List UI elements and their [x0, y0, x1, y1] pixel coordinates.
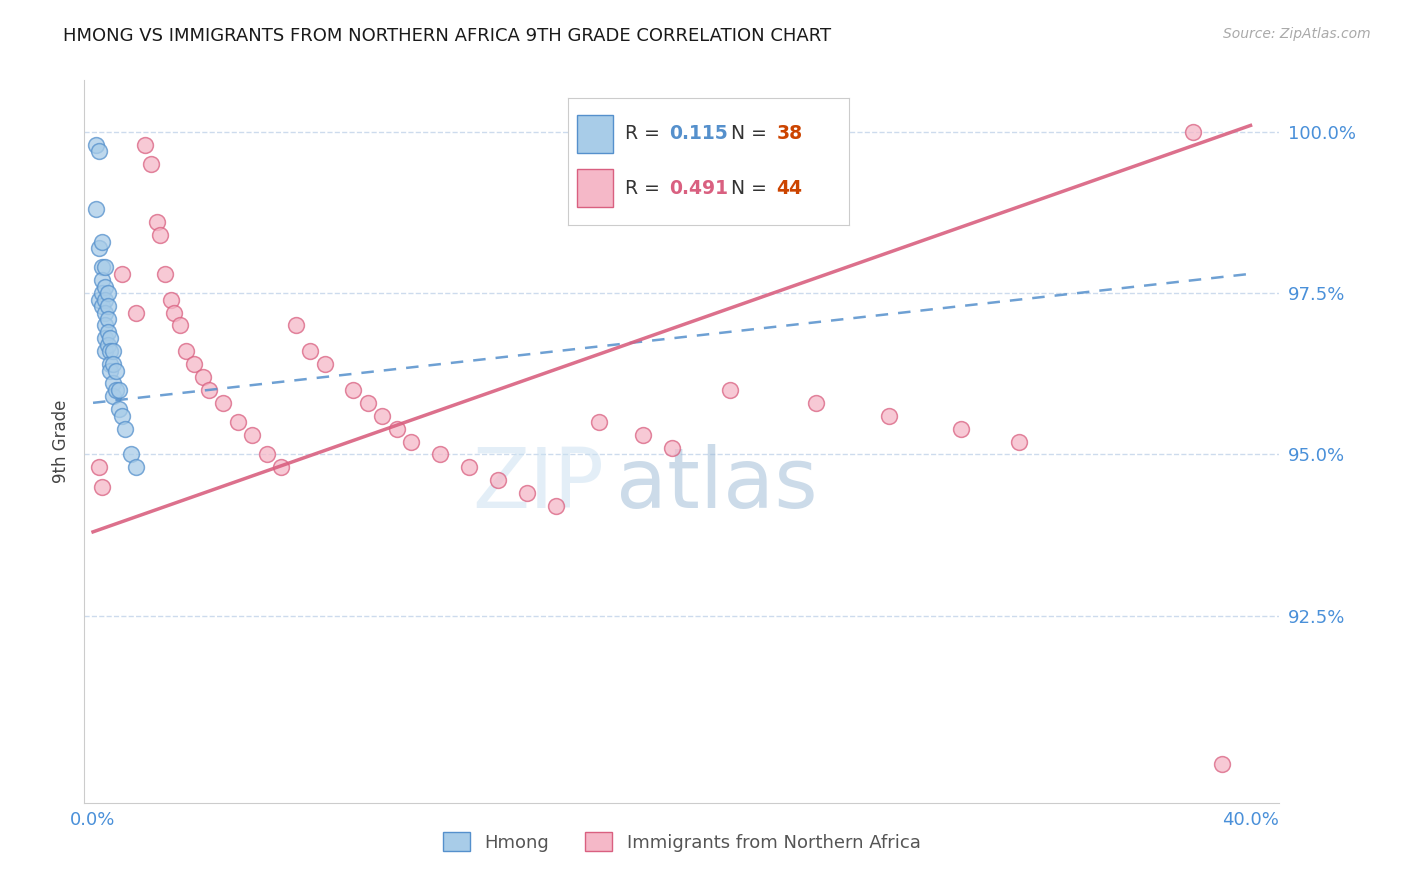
Point: [93, 260, 115, 275]
Point: [103, 376, 125, 391]
Point: [212, 396, 235, 410]
Point: [87, 293, 110, 307]
Point: [96, 325, 118, 339]
Point: [270, 460, 292, 475]
Point: [108, 402, 131, 417]
Point: [145, 215, 167, 229]
Point: [125, 305, 148, 319]
Point: [96, 338, 118, 352]
Point: [299, 344, 322, 359]
Point: [385, 422, 408, 436]
Point: [314, 357, 336, 371]
Point: [1211, 757, 1233, 772]
Point: [226, 415, 249, 429]
Point: [103, 389, 125, 403]
Point: [90, 260, 112, 275]
Point: [718, 383, 741, 397]
Point: [357, 396, 380, 410]
Point: [114, 422, 136, 436]
Point: [87, 145, 110, 159]
Point: [806, 396, 828, 410]
Text: Source: ZipAtlas.com: Source: ZipAtlas.com: [1223, 27, 1371, 41]
Point: [100, 363, 122, 377]
Point: [516, 486, 538, 500]
Point: [93, 293, 115, 307]
Point: [139, 157, 162, 171]
Point: [111, 409, 134, 423]
Point: [183, 357, 205, 371]
Point: [90, 480, 112, 494]
Point: [163, 305, 186, 319]
Point: [96, 286, 118, 301]
Point: [149, 228, 172, 243]
Text: ZIP: ZIP: [472, 444, 605, 525]
Point: [155, 267, 177, 281]
Point: [160, 293, 183, 307]
Point: [100, 331, 122, 345]
Point: [103, 357, 125, 371]
Point: [93, 318, 115, 333]
Point: [105, 383, 128, 397]
Point: [1008, 434, 1031, 449]
Point: [950, 422, 973, 436]
Point: [120, 447, 142, 461]
Point: [401, 434, 423, 449]
Point: [93, 279, 115, 293]
Point: [191, 370, 214, 384]
Point: [134, 137, 156, 152]
Point: [197, 383, 219, 397]
Point: [544, 499, 567, 513]
Point: [174, 344, 197, 359]
Point: [1181, 125, 1204, 139]
Point: [111, 267, 134, 281]
Point: [588, 415, 610, 429]
Point: [371, 409, 394, 423]
Point: [631, 428, 654, 442]
Point: [169, 318, 191, 333]
Point: [458, 460, 481, 475]
Point: [661, 441, 683, 455]
Text: atlas: atlas: [616, 444, 818, 525]
Point: [240, 428, 263, 442]
Point: [284, 318, 307, 333]
Point: [342, 383, 364, 397]
Point: [93, 305, 115, 319]
Point: [90, 273, 112, 287]
Point: [84, 202, 107, 217]
Point: [87, 241, 110, 255]
Point: [108, 383, 131, 397]
Point: [256, 447, 278, 461]
Point: [103, 344, 125, 359]
Y-axis label: 9th Grade: 9th Grade: [52, 400, 70, 483]
Point: [486, 473, 509, 487]
Point: [93, 344, 115, 359]
Point: [100, 344, 122, 359]
Point: [96, 299, 118, 313]
Point: [96, 312, 118, 326]
Point: [87, 460, 110, 475]
Point: [100, 357, 122, 371]
Point: [90, 286, 112, 301]
Point: [90, 235, 112, 249]
Point: [877, 409, 900, 423]
Point: [429, 447, 451, 461]
Point: [90, 299, 112, 313]
Text: HMONG VS IMMIGRANTS FROM NORTHERN AFRICA 9TH GRADE CORRELATION CHART: HMONG VS IMMIGRANTS FROM NORTHERN AFRICA…: [63, 27, 831, 45]
Point: [84, 137, 107, 152]
Point: [105, 363, 128, 377]
Point: [93, 331, 115, 345]
Point: [125, 460, 148, 475]
Legend: Hmong, Immigrants from Northern Africa: Hmong, Immigrants from Northern Africa: [436, 825, 928, 859]
